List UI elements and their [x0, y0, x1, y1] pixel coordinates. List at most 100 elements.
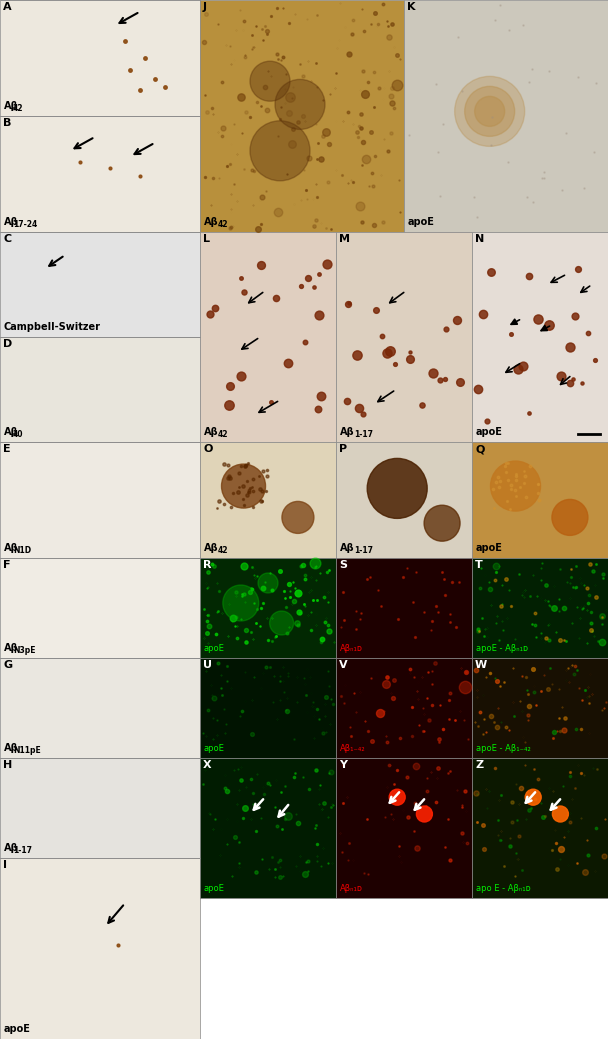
- Bar: [200, 232, 336, 442]
- Bar: [336, 558, 472, 658]
- Text: U: U: [203, 660, 212, 670]
- Text: Aβₙ₁ᴅ: Aβₙ₁ᴅ: [340, 884, 363, 893]
- Text: K: K: [407, 2, 415, 12]
- Circle shape: [475, 97, 505, 127]
- Text: V: V: [339, 660, 348, 670]
- Text: Aβ: Aβ: [4, 427, 19, 437]
- Text: E: E: [3, 444, 10, 454]
- Text: M: M: [339, 234, 350, 244]
- Text: T: T: [475, 560, 483, 570]
- Text: W: W: [475, 660, 487, 670]
- Text: N3pE: N3pE: [13, 646, 35, 655]
- Circle shape: [275, 79, 325, 130]
- Text: Z: Z: [475, 760, 483, 770]
- Text: 1-17: 1-17: [354, 430, 373, 439]
- Text: G: G: [3, 660, 12, 670]
- Text: S: S: [339, 560, 347, 570]
- Text: Campbell-Switzer: Campbell-Switzer: [4, 322, 101, 332]
- Circle shape: [269, 611, 294, 635]
- Text: 40: 40: [13, 430, 24, 439]
- Text: apoE - Aβₙ₁ᴅ: apoE - Aβₙ₁ᴅ: [476, 644, 528, 652]
- Bar: [0, 337, 200, 442]
- Circle shape: [250, 61, 290, 101]
- Text: Aβ: Aβ: [4, 543, 19, 553]
- Bar: [404, 0, 608, 232]
- Text: apoE: apoE: [476, 543, 503, 553]
- Text: I: I: [3, 860, 7, 870]
- Bar: [472, 758, 608, 898]
- Circle shape: [221, 464, 266, 508]
- Text: Aβ: Aβ: [4, 843, 19, 853]
- Circle shape: [491, 461, 541, 511]
- Bar: [336, 442, 472, 558]
- Bar: [0, 232, 200, 337]
- Text: 17-24: 17-24: [13, 220, 37, 229]
- Text: apoE: apoE: [204, 644, 225, 652]
- Circle shape: [416, 806, 432, 822]
- Bar: [0, 858, 200, 1039]
- Circle shape: [552, 500, 588, 535]
- Bar: [0, 116, 200, 232]
- Bar: [200, 758, 336, 898]
- Bar: [336, 658, 472, 758]
- Text: Aβ₁₋₄₂: Aβ₁₋₄₂: [340, 744, 365, 753]
- Bar: [0, 558, 200, 658]
- Text: B: B: [3, 118, 12, 128]
- Text: apoE: apoE: [476, 427, 503, 437]
- Text: Aβ: Aβ: [204, 427, 219, 437]
- Text: Aβ: Aβ: [204, 543, 219, 553]
- Bar: [200, 0, 404, 232]
- Text: apoE: apoE: [408, 217, 435, 227]
- Text: apoE: apoE: [4, 1024, 31, 1034]
- Text: apo E - Aβₙ₁ᴅ: apo E - Aβₙ₁ᴅ: [476, 884, 531, 893]
- Text: H: H: [3, 760, 12, 770]
- Circle shape: [282, 502, 314, 533]
- Text: X: X: [203, 760, 212, 770]
- Text: 1-17: 1-17: [13, 846, 32, 855]
- Text: apoE: apoE: [204, 884, 225, 893]
- Bar: [0, 442, 200, 558]
- Bar: [472, 558, 608, 658]
- Circle shape: [455, 76, 525, 146]
- Circle shape: [389, 790, 405, 805]
- Bar: [0, 758, 200, 858]
- Text: N1D: N1D: [13, 547, 31, 555]
- Bar: [336, 232, 472, 442]
- Text: O: O: [203, 444, 212, 454]
- Text: 42: 42: [13, 104, 24, 113]
- Text: Q: Q: [475, 444, 485, 454]
- Text: Y: Y: [339, 760, 347, 770]
- Text: C: C: [3, 234, 11, 244]
- Text: L: L: [203, 234, 210, 244]
- Text: Aβ: Aβ: [340, 543, 354, 553]
- Text: Aβ: Aβ: [4, 101, 19, 111]
- Text: D: D: [3, 339, 12, 349]
- Circle shape: [553, 806, 568, 822]
- Circle shape: [465, 86, 515, 136]
- Text: 42: 42: [218, 430, 229, 439]
- Text: Aβ: Aβ: [4, 643, 19, 652]
- Bar: [472, 658, 608, 758]
- Text: Aβₙ₁ᴅ: Aβₙ₁ᴅ: [340, 644, 363, 652]
- Bar: [336, 758, 472, 898]
- Text: F: F: [3, 560, 10, 570]
- Text: J: J: [203, 2, 207, 12]
- Text: Aβ: Aβ: [340, 427, 354, 437]
- Circle shape: [424, 505, 460, 541]
- Text: N11pE: N11pE: [13, 746, 41, 755]
- Text: Aβ: Aβ: [4, 217, 19, 227]
- Text: apoE - Aβ₁₋₄₂: apoE - Aβ₁₋₄₂: [476, 744, 531, 753]
- Text: A: A: [3, 2, 12, 12]
- Text: 42: 42: [218, 220, 229, 229]
- Text: apoE: apoE: [204, 744, 225, 753]
- Circle shape: [367, 458, 427, 518]
- Text: 1-17: 1-17: [354, 547, 373, 555]
- Text: N: N: [475, 234, 484, 244]
- Bar: [472, 232, 608, 442]
- Bar: [200, 658, 336, 758]
- Text: Aβ: Aβ: [4, 743, 19, 753]
- Bar: [472, 442, 608, 558]
- Bar: [200, 558, 336, 658]
- Circle shape: [250, 121, 310, 181]
- Text: R: R: [203, 560, 212, 570]
